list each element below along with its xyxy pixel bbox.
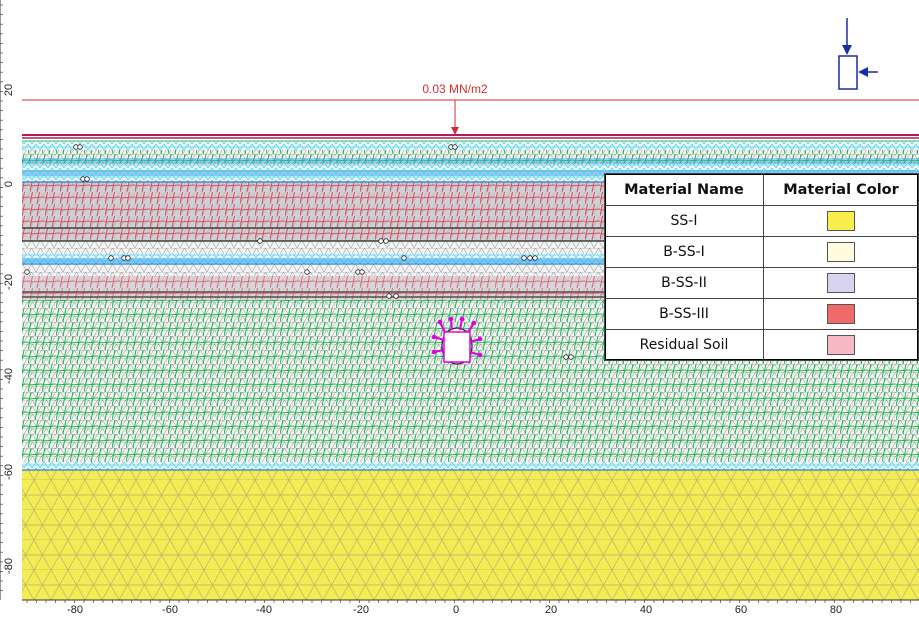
blue-band-1 xyxy=(22,158,919,164)
legend-row: SS-I xyxy=(604,205,919,237)
material-color-swatch xyxy=(827,242,855,262)
monitor-point xyxy=(24,269,30,275)
x-tick-label: 40 xyxy=(640,604,652,616)
material-name: SS-I xyxy=(604,205,764,237)
tunnel-excavation[interactable] xyxy=(431,316,483,365)
x-tick-label: 20 xyxy=(545,604,557,616)
x-tick-label: -40 xyxy=(256,604,272,616)
y-tick-label: -20 xyxy=(3,274,15,290)
y-tick-label: 0 xyxy=(3,181,15,187)
legend-header-name: Material Name xyxy=(604,173,764,206)
green-layer-upper xyxy=(22,150,919,164)
boundary-condition-icon[interactable] xyxy=(838,18,878,90)
legend-header-color: Material Color xyxy=(763,173,919,206)
legend-row: B-SS-I xyxy=(604,236,919,268)
material-color-swatch xyxy=(827,273,855,293)
material-name: B-SS-II xyxy=(604,267,764,299)
x-axis: -80 -60 -40 -20 0 20 40 60 80 xyxy=(22,599,919,616)
y-tick-label: 20 xyxy=(3,84,15,96)
material-color-swatch xyxy=(827,211,855,231)
material-name: B-SS-I xyxy=(604,236,764,268)
monitor-point xyxy=(521,255,527,261)
x-tick-label: 0 xyxy=(453,604,459,616)
axis-minor-ticks xyxy=(0,4,911,603)
monitor-point xyxy=(401,255,407,261)
material-color-swatch xyxy=(827,335,855,355)
x-tick-label: -80 xyxy=(67,604,83,616)
material-color-swatch xyxy=(827,304,855,324)
y-tick-label: -60 xyxy=(3,464,15,480)
x-tick-label: -60 xyxy=(162,604,178,616)
legend-row: B-SS-III xyxy=(604,298,919,330)
monitor-point xyxy=(304,269,310,275)
legend-row: B-SS-II xyxy=(604,267,919,299)
y-tick-label: -80 xyxy=(3,558,15,574)
x-tick-label: 80 xyxy=(830,604,842,616)
load-label: 0.03 MN/m2 xyxy=(422,82,488,96)
monitor-point xyxy=(378,238,384,244)
y-tick-label: -40 xyxy=(3,368,15,384)
monitor-point xyxy=(386,293,392,299)
legend-row: Residual Soil xyxy=(604,329,919,361)
x-tick-label: 60 xyxy=(735,604,747,616)
blue-band-3b xyxy=(22,258,919,263)
monitor-point xyxy=(563,354,569,360)
monitoring-points xyxy=(24,144,574,360)
monitor-point xyxy=(257,238,263,244)
blue-band-2 xyxy=(22,170,919,176)
cyan-bottom-band xyxy=(22,462,919,472)
top-cyan-layer xyxy=(22,140,919,152)
yellow-soil-layer xyxy=(22,470,919,600)
load-arrow-head xyxy=(451,127,459,135)
distributed-load[interactable]: 0.03 MN/m2 xyxy=(22,82,919,135)
monitor-point xyxy=(108,255,114,261)
material-legend: Material Name Material Color SS-I B-SS-I… xyxy=(604,173,919,361)
y-axis: 20 0 -20 -40 -60 -80 xyxy=(0,0,15,600)
material-name: B-SS-III xyxy=(604,298,764,330)
x-tick-label: -20 xyxy=(353,604,369,616)
material-name: Residual Soil xyxy=(604,329,764,361)
